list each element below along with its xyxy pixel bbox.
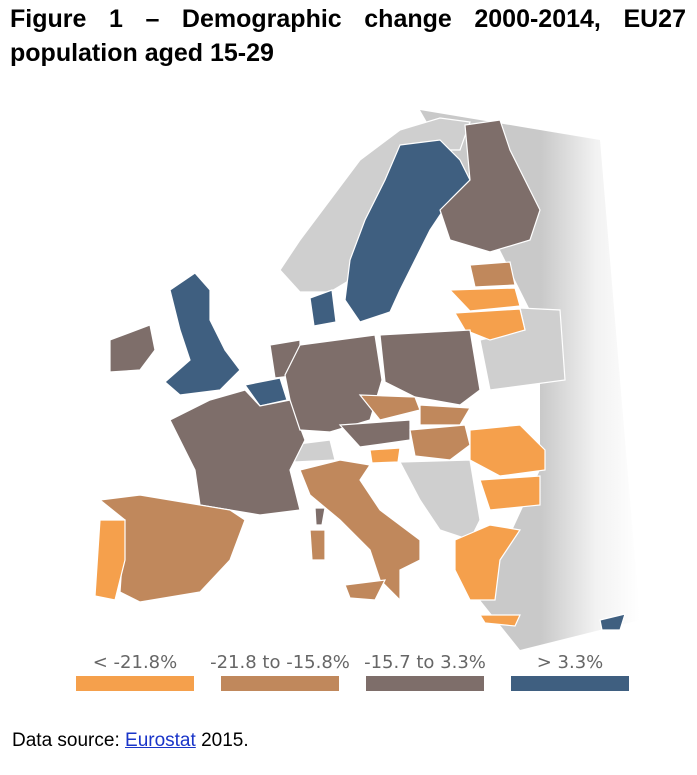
sicily	[344, 579, 387, 601]
slovakia	[419, 404, 472, 426]
legend-label: > 3.3%	[537, 652, 604, 673]
portugal	[94, 519, 126, 601]
bulgaria	[479, 475, 541, 511]
finland	[439, 119, 541, 253]
romania	[469, 424, 546, 477]
denmark	[309, 289, 337, 327]
background-land	[420, 110, 640, 650]
latvia	[448, 287, 521, 312]
crete	[478, 614, 521, 627]
legend-label: < -21.8%	[93, 652, 177, 673]
lithuania	[453, 308, 526, 341]
slovenia	[369, 447, 401, 464]
legend-swatch	[511, 676, 629, 691]
source-note: Data source: Eurostat 2015.	[12, 730, 249, 752]
sardinia	[309, 529, 326, 561]
source-link[interactable]: Eurostat	[125, 730, 196, 751]
austria	[338, 419, 411, 448]
cyprus	[599, 613, 626, 631]
united-kingdom	[164, 272, 241, 396]
legend-label: -21.8 to -15.8%	[210, 652, 350, 673]
legend-swatch	[221, 676, 339, 691]
corsica	[314, 507, 326, 526]
poland	[379, 329, 481, 406]
ireland	[109, 324, 156, 373]
figure-title: Figure 1 – Demographic change 2000-2014,…	[10, 5, 686, 67]
hungary	[409, 424, 471, 461]
source-suffix: 2015.	[201, 730, 249, 751]
map: < -21.8% -21.8 to -15.8% -15.7 to 3.3% > 3.…	[76, 110, 640, 691]
sweden	[344, 139, 471, 323]
source-prefix: Data source:	[12, 730, 120, 751]
estonia	[469, 261, 516, 288]
legend-label: -15.7 to 3.3%	[364, 652, 486, 673]
legend: < -21.8% -21.8 to -15.8% -15.7 to 3.3% > 3.…	[76, 652, 629, 691]
germany	[284, 334, 383, 433]
legend-swatch	[76, 676, 194, 691]
balkans	[399, 459, 481, 541]
greece	[454, 524, 522, 601]
italy	[299, 459, 421, 602]
france	[169, 389, 306, 516]
legend-swatch	[366, 676, 484, 691]
